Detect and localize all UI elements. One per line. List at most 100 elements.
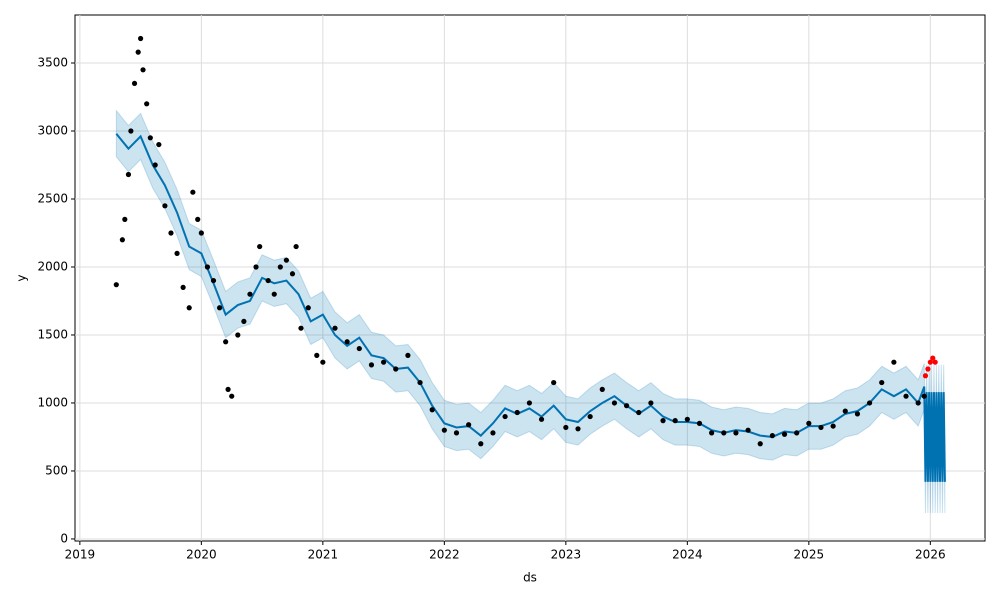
- data-point: [235, 332, 241, 338]
- data-point: [210, 277, 217, 284]
- data-point: [745, 427, 751, 433]
- data-point: [122, 216, 128, 222]
- data-point: [733, 430, 739, 436]
- data-point: [147, 135, 153, 141]
- data-point: [429, 407, 435, 413]
- data-point: [575, 426, 581, 432]
- data-point: [417, 379, 423, 386]
- data-point: [298, 325, 304, 331]
- data-point: [441, 427, 447, 433]
- data-point: [198, 230, 204, 236]
- x-tick-label: 2024: [672, 548, 703, 562]
- x-tick-label: 2019: [65, 548, 96, 562]
- x-tick-label: 2021: [308, 548, 339, 562]
- y-tick-label: 2000: [37, 259, 68, 273]
- data-point: [241, 318, 247, 324]
- data-point: [794, 430, 800, 436]
- data-point: [587, 413, 593, 420]
- data-point: [866, 400, 873, 406]
- data-point: [144, 101, 150, 107]
- data-point: [490, 430, 496, 436]
- data-point: [453, 430, 460, 436]
- data-point: [922, 373, 929, 379]
- data-point: [180, 284, 186, 290]
- data-point: [721, 430, 727, 436]
- y-tick-label: 500: [45, 463, 68, 477]
- data-point: [216, 305, 223, 311]
- uncertainty-band: [115, 109, 946, 514]
- plot-frame: [74, 14, 986, 542]
- data-point: [277, 264, 283, 270]
- data-point: [925, 366, 931, 372]
- data-point: [563, 424, 569, 431]
- data-point: [781, 431, 788, 437]
- y-tick-label: 1000: [37, 395, 68, 409]
- x-axis-label: ds: [523, 571, 537, 585]
- data-point: [140, 67, 146, 73]
- data-point: [757, 441, 763, 447]
- data-point: [526, 400, 532, 406]
- data-point: [271, 291, 277, 297]
- x-tick-label: 2020: [186, 548, 217, 562]
- data-point: [253, 264, 259, 270]
- data-point: [502, 413, 508, 420]
- data-point: [283, 257, 290, 263]
- data-point: [113, 282, 119, 288]
- y-tick-label: 2500: [37, 191, 68, 205]
- data-point: [156, 141, 162, 148]
- data-point: [623, 403, 630, 409]
- data-point: [842, 408, 848, 414]
- data-point: [921, 393, 927, 399]
- data-point: [168, 230, 174, 236]
- data-point: [891, 359, 897, 365]
- data-point: [368, 362, 375, 368]
- data-point: [174, 250, 180, 256]
- data-point: [186, 305, 192, 311]
- data-point: [128, 128, 134, 134]
- data-point: [119, 237, 125, 243]
- data-point: [293, 243, 299, 250]
- data-point: [356, 345, 362, 352]
- data-point: [709, 430, 715, 436]
- y-tick-label: 1500: [37, 327, 68, 341]
- data-point: [138, 35, 144, 42]
- data-point: [636, 409, 642, 416]
- data-point: [672, 418, 678, 424]
- data-point: [190, 189, 196, 195]
- data-point: [818, 424, 824, 431]
- data-point: [932, 359, 938, 365]
- x-tick-label: 2025: [794, 548, 825, 562]
- data-point: [314, 352, 320, 358]
- data-point: [344, 339, 350, 345]
- data-point: [930, 355, 936, 361]
- y-tick-label: 0: [60, 531, 68, 545]
- data-point: [514, 409, 520, 416]
- data-point: [478, 441, 484, 447]
- y-tick-label: 3000: [37, 123, 68, 137]
- data-point: [830, 423, 836, 429]
- data-point: [332, 325, 338, 331]
- y-tick-label: 3500: [37, 56, 68, 70]
- data-point: [599, 386, 605, 392]
- data-point: [903, 393, 909, 399]
- data-point: [229, 393, 235, 399]
- data-point: [927, 359, 933, 365]
- data-point: [466, 422, 472, 428]
- data-point: [684, 416, 690, 422]
- data-point: [393, 366, 399, 372]
- data-point: [551, 379, 557, 386]
- data-point: [320, 359, 326, 365]
- data-point: [915, 400, 921, 406]
- data-point: [265, 277, 271, 284]
- data-point: [611, 400, 618, 406]
- data-point: [648, 400, 654, 406]
- data-point: [289, 271, 296, 277]
- data-point: [380, 359, 387, 365]
- data-point: [405, 352, 411, 358]
- data-point: [806, 420, 812, 426]
- data-point: [854, 411, 861, 417]
- data-point: [225, 386, 231, 392]
- data-point: [538, 416, 545, 422]
